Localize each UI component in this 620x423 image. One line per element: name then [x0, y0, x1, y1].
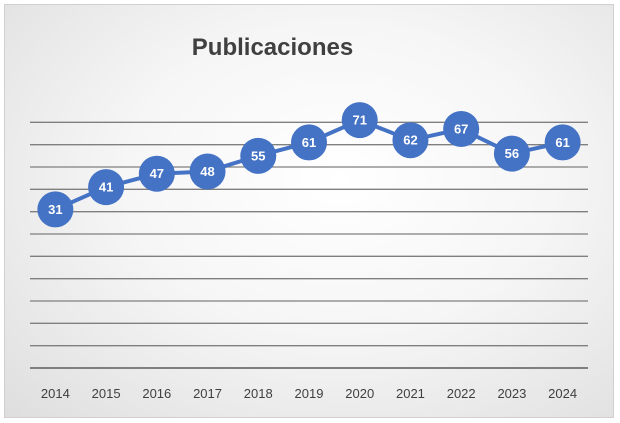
x-tick-label-2020: 2020 — [345, 386, 374, 401]
data-label-2023: 56 — [505, 146, 519, 161]
chart-frame — [4, 4, 614, 418]
data-label-2017: 48 — [200, 164, 214, 179]
data-point-2024 — [544, 124, 581, 161]
x-axis-tick-labels: 2014 2015 2016 2017 2018 2019 2020 2021 2022 2023… — [41, 386, 577, 401]
x-tick-label-2019: 2019 — [295, 386, 324, 401]
data-point-2014 — [37, 191, 74, 228]
data-label-2022: 67 — [454, 122, 468, 137]
data-point-2018 — [240, 137, 277, 174]
data-label-2024: 61 — [555, 135, 569, 150]
x-tick-label-2024: 2024 — [548, 386, 577, 401]
x-tick-label-2016: 2016 — [142, 386, 171, 401]
data-point-2015 — [88, 169, 125, 206]
data-point-2022 — [443, 111, 480, 148]
x-tick-label-2022: 2022 — [447, 386, 476, 401]
x-tick-label-2015: 2015 — [92, 386, 121, 401]
data-label-2019: 61 — [302, 135, 316, 150]
x-tick-label-2018: 2018 — [244, 386, 273, 401]
data-label-2015: 41 — [99, 180, 113, 195]
data-point-2021 — [392, 122, 429, 159]
x-tick-label-2017: 2017 — [193, 386, 222, 401]
chart-title: Publicaciones — [191, 34, 354, 61]
data-label-2021: 62 — [403, 133, 417, 148]
data-label-2018: 55 — [251, 148, 265, 163]
x-tick-label-2023: 2023 — [497, 386, 526, 401]
x-tick-label-2021: 2021 — [396, 386, 425, 401]
data-point-2023 — [493, 135, 530, 172]
data-point-2017 — [189, 153, 226, 190]
data-label-2014: 31 — [48, 202, 62, 217]
x-tick-label-2014: 2014 — [41, 386, 70, 401]
data-point-2019 — [291, 124, 327, 161]
data-label-2020: 71 — [352, 113, 366, 128]
data-label-2016: 47 — [150, 166, 164, 181]
data-point-2016 — [138, 155, 175, 192]
data-point-2020 — [341, 102, 378, 139]
marker-group: 31 41 47 48 55 61 71 62 67 56 61 — [37, 102, 581, 228]
